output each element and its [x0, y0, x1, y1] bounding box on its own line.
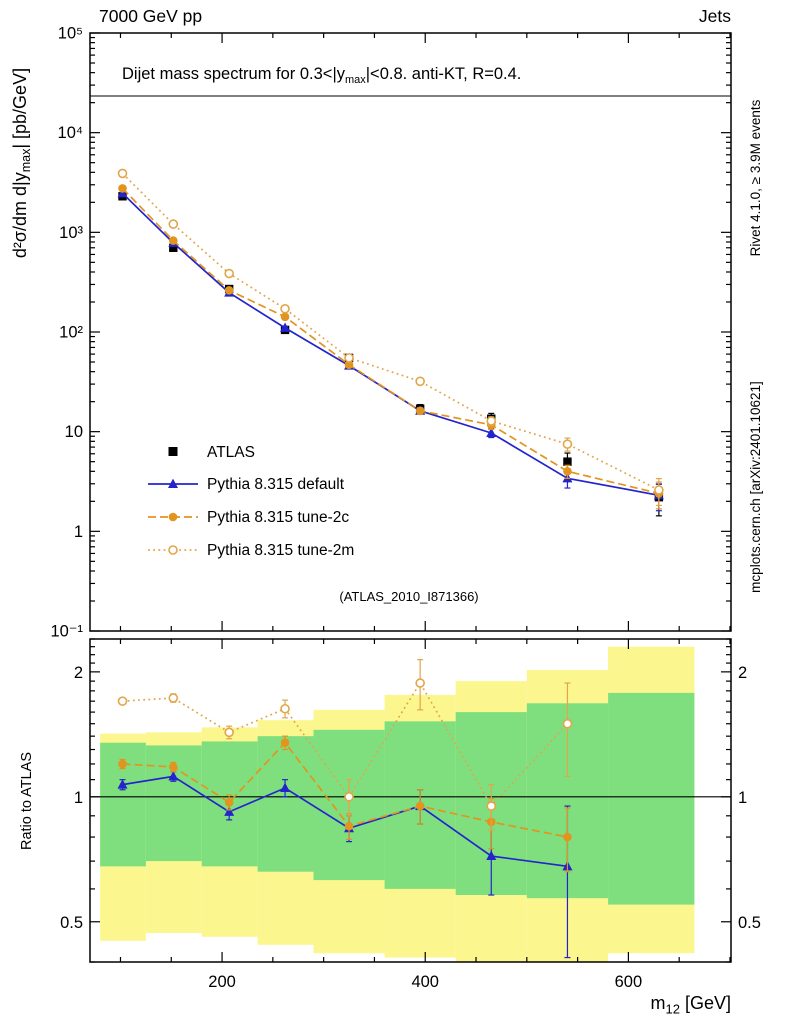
triangle-marker — [168, 478, 178, 488]
legend-item-atlas: ATLAS — [168, 444, 255, 461]
svg-text:600: 600 — [615, 973, 643, 991]
legend-label-tune-2c: Pythia 8.315 tune-2c — [207, 509, 349, 526]
main-series-pythia-8-315-default — [117, 187, 664, 512]
svg-text:200: 200 — [208, 973, 236, 991]
svg-text:0.5: 0.5 — [738, 914, 761, 932]
plot-title: Dijet mass spectrum for 0.3<|ymax|<0.8. … — [122, 65, 521, 86]
legend-label-tune-2m: Pythia 8.315 tune-2m — [207, 542, 354, 559]
tick-labels: 200 400 600 10⁻¹ 1 10 10² 10³ 10⁴ 10⁵ 0.5 0.5 1 1 2 2 — [50, 25, 761, 992]
y-axis-label: d²σ/dm d|ymax| [pb/GeV] — [10, 68, 33, 258]
analysis-topic-label: Jets — [699, 6, 731, 26]
rivet-version-credit: Rivet 4.1.0, ≥ 3.9M events — [748, 99, 763, 256]
svg-text:1: 1 — [74, 789, 83, 807]
plot-graphics: 200 400 600 10⁻¹ 1 10 10² 10³ 10⁴ 10⁵ 0.5 0.5 1 1 2 2 — [50, 25, 761, 992]
svg-text:2: 2 — [74, 664, 83, 682]
legend-label-atlas: ATLAS — [207, 444, 255, 461]
main-series-pythia-8-315-tune-2c — [118, 184, 664, 510]
svg-text:10: 10 — [65, 423, 83, 441]
main-series — [117, 168, 664, 517]
svg-text:0.5: 0.5 — [60, 914, 83, 932]
mcplots-credit: mcplots.cern.ch [arXiv:2401.10621] — [748, 381, 763, 593]
svg-text:2: 2 — [738, 664, 747, 682]
svg-text:10²: 10² — [59, 324, 83, 342]
main-series-atlas — [118, 192, 664, 517]
svg-text:1: 1 — [74, 523, 83, 541]
ratio-uncertainty-bands — [100, 646, 695, 962]
atlas-square-marker — [168, 447, 178, 456]
legend-item-pythia-default: Pythia 8.315 default — [148, 476, 345, 493]
ratio-series — [117, 659, 573, 959]
legend-label-default: Pythia 8.315 default — [207, 476, 345, 493]
svg-text:10⁴: 10⁴ — [58, 124, 83, 142]
ratio-series-pythia-8-315-tune-2m — [117, 659, 573, 832]
svg-text:10⁻¹: 10⁻¹ — [50, 623, 83, 641]
legend-item-pythia-tune-2c: Pythia 8.315 tune-2c — [148, 509, 349, 526]
legend: ATLAS Pythia 8.315 default Pythia 8.315 … — [148, 444, 354, 559]
filled-circle-marker — [168, 512, 178, 522]
ratio-axis-label: Ratio to ATLAS — [19, 752, 35, 850]
legend-item-pythia-tune-2m: Pythia 8.315 tune-2m — [148, 542, 354, 559]
svg-text:10³: 10³ — [59, 224, 83, 242]
x-axis-label: m12 [GeV] — [651, 993, 732, 1017]
svg-text:10⁵: 10⁵ — [58, 25, 83, 43]
main-series-pythia-8-315-tune-2m — [117, 168, 664, 507]
open-circle-marker — [168, 545, 178, 555]
beam-energy-label: 7000 GeV pp — [99, 6, 202, 26]
watermark: (ATLAS_2010_I871366) — [339, 589, 478, 604]
svg-text:1: 1 — [738, 789, 747, 807]
axis-ticks — [90, 32, 731, 963]
svg-text:400: 400 — [411, 973, 439, 991]
